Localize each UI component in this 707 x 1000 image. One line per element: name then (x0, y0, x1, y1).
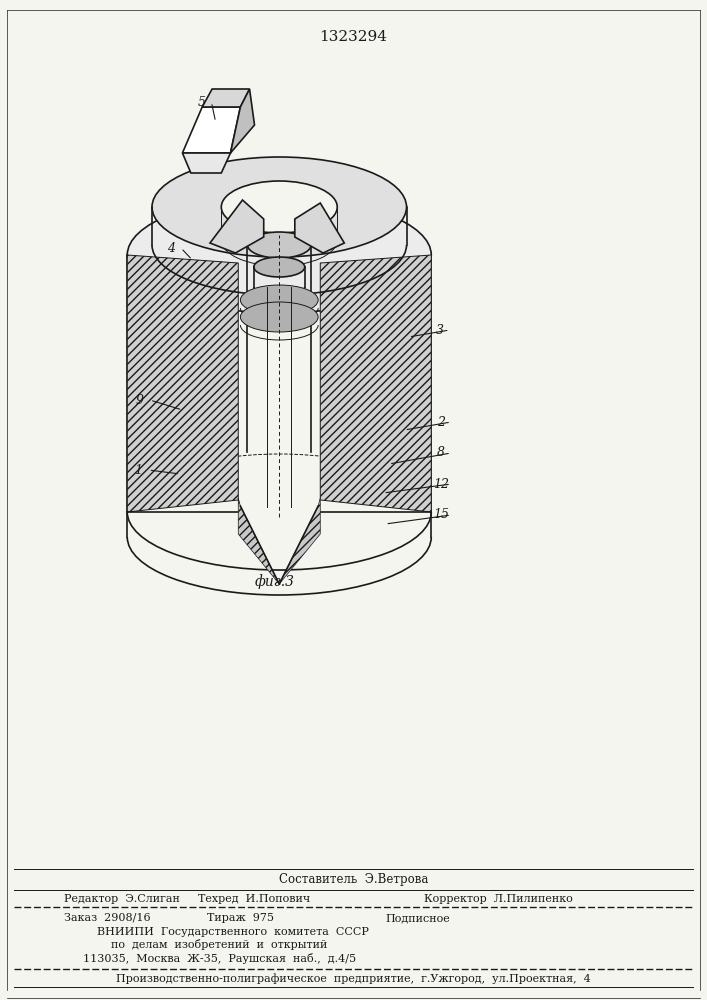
Polygon shape (202, 89, 250, 107)
Text: 12: 12 (433, 478, 449, 490)
Polygon shape (320, 255, 431, 512)
Polygon shape (127, 255, 238, 512)
Text: ВНИИПИ  Государственного  комитета  СССР: ВНИИПИ Государственного комитета СССР (98, 927, 369, 937)
Polygon shape (230, 89, 255, 153)
Text: фиг.3: фиг.3 (255, 575, 294, 589)
Text: 1: 1 (134, 464, 143, 477)
Text: 4: 4 (167, 241, 175, 254)
Polygon shape (295, 203, 344, 253)
Ellipse shape (254, 257, 305, 277)
Text: Техред  И.Попович: Техред И.Попович (199, 894, 310, 904)
Text: Подписное: Подписное (385, 913, 450, 923)
Ellipse shape (152, 157, 407, 257)
Text: Корректор  Л.Пилипенко: Корректор Л.Пилипенко (424, 894, 573, 904)
Polygon shape (279, 498, 320, 584)
Text: 1323294: 1323294 (320, 30, 387, 44)
Polygon shape (182, 107, 240, 153)
Ellipse shape (247, 232, 311, 258)
Ellipse shape (221, 181, 337, 233)
Text: 8: 8 (437, 446, 445, 460)
Text: 5: 5 (197, 96, 206, 108)
Text: 9: 9 (136, 393, 144, 406)
Text: Заказ  2908/16: Заказ 2908/16 (64, 913, 151, 923)
Ellipse shape (240, 302, 318, 332)
Text: Составитель  Э.Ветрова: Составитель Э.Ветрова (279, 872, 428, 886)
Ellipse shape (240, 285, 318, 315)
Text: по  делам  изобретений  и  открытий: по делам изобретений и открытий (111, 940, 327, 950)
Polygon shape (238, 498, 279, 584)
Ellipse shape (127, 197, 431, 313)
Text: 15: 15 (433, 508, 449, 522)
Polygon shape (210, 200, 264, 253)
Text: Редактор  Э.Слиган: Редактор Э.Слиган (64, 894, 180, 904)
Polygon shape (182, 153, 230, 173)
Text: 113035,  Москва  Ж-35,  Раушская  наб.,  д.4/5: 113035, Москва Ж-35, Раушская наб., д.4/… (83, 952, 356, 964)
Text: 3: 3 (436, 324, 444, 336)
Text: 2: 2 (437, 416, 445, 428)
Text: Производственно-полиграфическое  предприятие,  г.Ужгород,  ул.Проектная,  4: Производственно-полиграфическое предприя… (116, 974, 591, 984)
Text: Тираж  975: Тираж 975 (207, 913, 274, 923)
